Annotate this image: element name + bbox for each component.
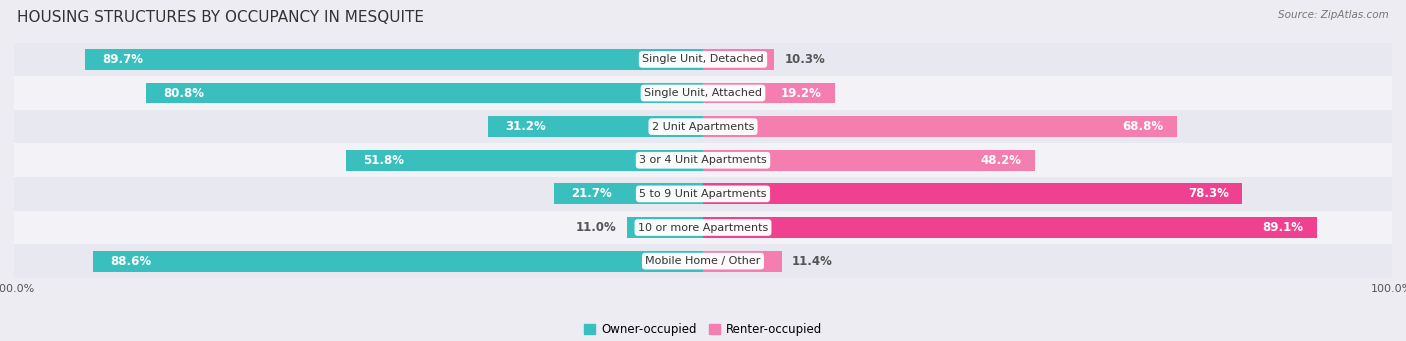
Text: Mobile Home / Other: Mobile Home / Other — [645, 256, 761, 266]
Text: 78.3%: 78.3% — [1188, 188, 1229, 201]
Text: 3 or 4 Unit Apartments: 3 or 4 Unit Apartments — [640, 155, 766, 165]
Text: 31.2%: 31.2% — [505, 120, 546, 133]
Bar — [703, 251, 782, 271]
Text: 89.7%: 89.7% — [103, 53, 143, 66]
Text: 51.8%: 51.8% — [363, 154, 405, 167]
Legend: Owner-occupied, Renter-occupied: Owner-occupied, Renter-occupied — [579, 318, 827, 341]
Text: 48.2%: 48.2% — [980, 154, 1021, 167]
Text: 10.3%: 10.3% — [785, 53, 825, 66]
Bar — [554, 183, 703, 204]
Bar — [488, 116, 703, 137]
Bar — [703, 150, 1035, 171]
Bar — [14, 43, 1392, 76]
Bar — [93, 251, 703, 271]
Text: 11.4%: 11.4% — [792, 255, 832, 268]
Bar — [627, 217, 703, 238]
Bar — [14, 177, 1392, 211]
Text: 80.8%: 80.8% — [163, 87, 204, 100]
Text: HOUSING STRUCTURES BY OCCUPANCY IN MESQUITE: HOUSING STRUCTURES BY OCCUPANCY IN MESQU… — [17, 10, 423, 25]
Bar — [14, 76, 1392, 110]
Bar — [703, 217, 1317, 238]
Bar — [703, 183, 1243, 204]
Bar — [346, 150, 703, 171]
Bar — [14, 144, 1392, 177]
Bar — [703, 49, 773, 70]
Text: 21.7%: 21.7% — [571, 188, 612, 201]
Bar — [703, 83, 835, 103]
Bar — [14, 110, 1392, 144]
Text: 68.8%: 68.8% — [1122, 120, 1163, 133]
Text: 88.6%: 88.6% — [110, 255, 150, 268]
Text: 2 Unit Apartments: 2 Unit Apartments — [652, 122, 754, 132]
Text: Single Unit, Attached: Single Unit, Attached — [644, 88, 762, 98]
Bar — [14, 244, 1392, 278]
Bar — [84, 49, 703, 70]
Bar — [14, 211, 1392, 244]
Text: 89.1%: 89.1% — [1263, 221, 1303, 234]
Bar — [146, 83, 703, 103]
Text: 10 or more Apartments: 10 or more Apartments — [638, 223, 768, 233]
Text: 19.2%: 19.2% — [780, 87, 821, 100]
Text: 11.0%: 11.0% — [576, 221, 617, 234]
Text: Single Unit, Detached: Single Unit, Detached — [643, 55, 763, 64]
Text: Source: ZipAtlas.com: Source: ZipAtlas.com — [1278, 10, 1389, 20]
Text: 5 to 9 Unit Apartments: 5 to 9 Unit Apartments — [640, 189, 766, 199]
Bar — [703, 116, 1177, 137]
